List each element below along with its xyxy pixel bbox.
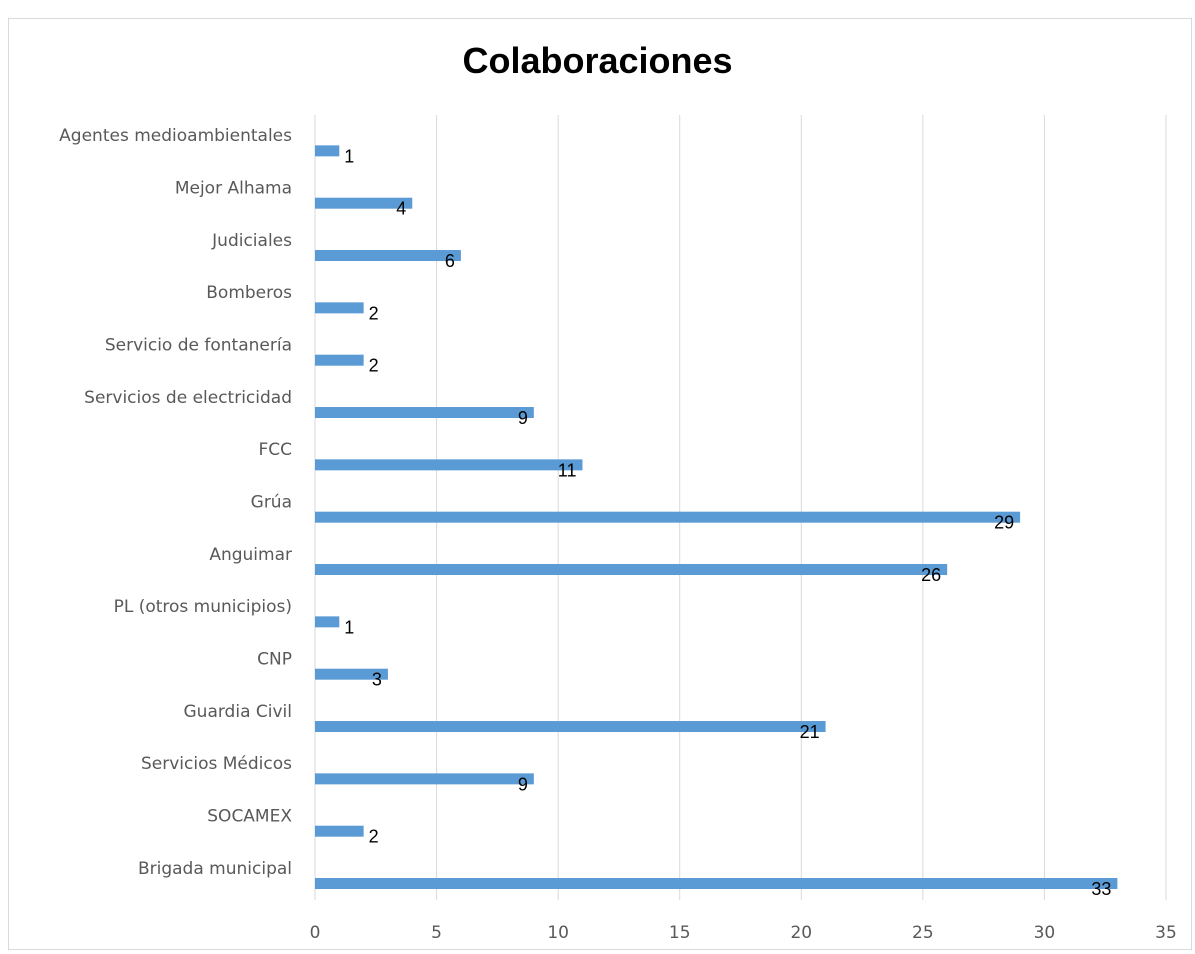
- category-label-9: PL (otros municipios): [114, 597, 292, 617]
- category-label-11: Guardia Civil: [184, 702, 293, 722]
- bar-9: [315, 616, 340, 628]
- x-tick-label-1: 5: [431, 923, 442, 943]
- data-label-9: 1: [344, 617, 354, 637]
- category-label-6: FCC: [258, 440, 292, 460]
- data-label-13: 2: [369, 827, 379, 847]
- category-label-14: Brigada municipal: [138, 859, 292, 879]
- data-label-14: 33: [1091, 879, 1111, 899]
- x-tick-label-4: 20: [790, 923, 812, 943]
- x-tick-label-2: 10: [547, 923, 569, 943]
- category-label-3: Bomberos: [206, 283, 292, 303]
- bar-1: [315, 197, 413, 209]
- data-label-8: 26: [921, 565, 941, 585]
- x-tick-label-6: 30: [1034, 923, 1056, 943]
- category-label-5: Servicios de electricidad: [84, 388, 292, 408]
- category-label-1: Mejor Alhama: [175, 179, 292, 199]
- data-label-12: 9: [518, 774, 528, 794]
- bar-13: [315, 825, 364, 837]
- bar-12: [315, 773, 534, 785]
- bar-11: [315, 721, 826, 733]
- category-label-4: Servicio de fontanería: [105, 336, 292, 356]
- chart-title: Colaboraciones: [462, 40, 733, 81]
- category-label-0: Agentes medioambientales: [59, 126, 292, 146]
- data-label-6: 11: [558, 460, 577, 480]
- data-label-11: 21: [800, 722, 820, 742]
- data-label-2: 6: [445, 251, 455, 271]
- data-label-3: 2: [369, 303, 379, 323]
- bar-3: [315, 302, 364, 314]
- x-tick-label-7: 35: [1155, 923, 1177, 943]
- data-label-1: 4: [396, 199, 406, 219]
- category-label-13: SOCAMEX: [207, 807, 292, 827]
- chart-frame: [8, 18, 1192, 950]
- data-label-5: 9: [518, 408, 528, 428]
- category-label-10: CNP: [257, 650, 292, 670]
- bar-7: [315, 511, 1021, 523]
- bar-6: [315, 459, 583, 471]
- bar-5: [315, 407, 534, 419]
- bar-2: [315, 250, 461, 262]
- data-label-7: 29: [994, 513, 1014, 533]
- data-label-4: 2: [369, 356, 379, 376]
- bar-14: [315, 878, 1118, 890]
- bar-4: [315, 354, 364, 366]
- data-label-10: 3: [372, 670, 382, 690]
- x-tick-label-5: 25: [912, 923, 934, 943]
- data-label-0: 1: [344, 146, 354, 166]
- category-label-12: Servicios Médicos: [141, 754, 292, 774]
- category-label-7: Grúa: [251, 493, 292, 513]
- category-label-2: Judiciales: [211, 231, 292, 251]
- x-tick-label-3: 15: [669, 923, 691, 943]
- category-label-8: Anguimar: [209, 545, 292, 565]
- bar-0: [315, 145, 340, 157]
- bar-8: [315, 564, 948, 576]
- bar-10: [315, 668, 388, 680]
- x-tick-label-0: 0: [310, 923, 321, 943]
